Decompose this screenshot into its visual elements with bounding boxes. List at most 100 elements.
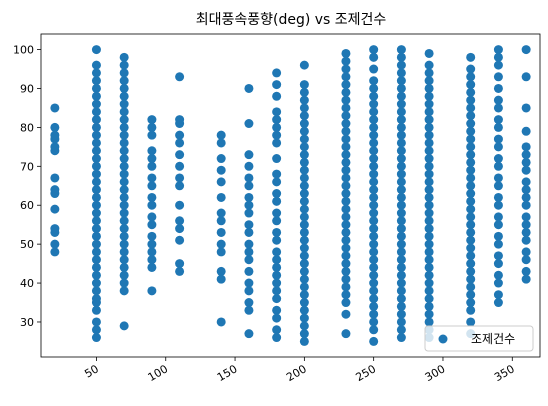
data-point: [175, 181, 185, 191]
data-point: [272, 294, 282, 304]
data-point: [299, 181, 309, 191]
data-point: [175, 266, 185, 276]
data-point: [147, 122, 157, 132]
data-point: [299, 150, 309, 160]
data-point: [175, 216, 185, 226]
data-point: [272, 91, 282, 101]
data-point: [466, 64, 476, 74]
data-point: [272, 208, 282, 218]
data-point: [50, 239, 60, 249]
data-point: [147, 146, 157, 156]
data-point: [424, 91, 434, 101]
data-point: [424, 83, 434, 93]
data-point: [272, 333, 282, 343]
data-point: [299, 196, 309, 206]
data-point: [91, 294, 101, 304]
data-point: [493, 212, 503, 222]
data-point: [341, 251, 351, 261]
data-point: [119, 270, 129, 280]
data-point: [91, 286, 101, 296]
data-point: [466, 251, 476, 261]
data-point: [341, 157, 351, 167]
data-point: [493, 270, 503, 280]
x-tick-label: 150: [215, 362, 240, 384]
data-point: [369, 278, 379, 288]
data-point: [424, 239, 434, 249]
data-point: [91, 200, 101, 210]
data-point: [272, 247, 282, 257]
data-point: [466, 119, 476, 129]
data-point: [521, 177, 531, 187]
data-point: [341, 290, 351, 300]
data-point: [396, 138, 406, 148]
data-point: [341, 134, 351, 144]
data-point: [119, 115, 129, 125]
data-point: [119, 91, 129, 101]
data-point: [91, 231, 101, 241]
data-point: [272, 325, 282, 335]
data-point: [216, 138, 226, 148]
data-point: [119, 169, 129, 179]
data-point: [493, 103, 503, 113]
data-point: [424, 278, 434, 288]
data-point: [341, 142, 351, 152]
data-point: [369, 325, 379, 335]
data-point: [244, 150, 254, 160]
y-tick-label: 80: [20, 121, 34, 134]
data-point: [396, 231, 406, 241]
data-point: [341, 309, 351, 319]
data-point: [91, 130, 101, 140]
x-tick-label: 200: [284, 362, 309, 384]
data-point: [493, 161, 503, 171]
data-point: [50, 204, 60, 214]
data-point: [272, 177, 282, 187]
data-point: [424, 161, 434, 171]
data-point: [424, 247, 434, 257]
data-point: [147, 262, 157, 272]
data-point: [299, 87, 309, 97]
data-point: [341, 87, 351, 97]
data-point: [216, 154, 226, 164]
data-point: [341, 56, 351, 66]
data-point: [521, 150, 531, 160]
data-point: [466, 80, 476, 90]
data-point: [91, 333, 101, 343]
data-point: [466, 134, 476, 144]
data-point: [244, 227, 254, 237]
data-point: [369, 115, 379, 125]
data-point: [244, 119, 254, 129]
data-point: [175, 115, 185, 125]
data-point: [396, 309, 406, 319]
data-point: [216, 177, 226, 187]
data-point: [119, 192, 129, 202]
data-point: [466, 235, 476, 245]
data-point: [396, 239, 406, 249]
data-point: [493, 72, 503, 82]
data-point: [396, 91, 406, 101]
data-point: [424, 317, 434, 327]
data-point: [369, 45, 379, 55]
data-point: [341, 64, 351, 74]
data-point: [147, 247, 157, 257]
data-point: [369, 99, 379, 109]
data-point: [272, 227, 282, 237]
data-point: [466, 305, 476, 315]
data-point: [521, 103, 531, 113]
data-point: [396, 83, 406, 93]
data-point: [341, 212, 351, 222]
data-point: [396, 224, 406, 234]
data-point: [466, 95, 476, 105]
data-point: [91, 99, 101, 109]
data-point: [341, 126, 351, 136]
legend-label: 조제건수: [471, 332, 515, 346]
data-point: [91, 278, 101, 288]
data-point: [272, 122, 282, 132]
data-point: [299, 165, 309, 175]
data-point: [424, 185, 434, 195]
data-point: [119, 286, 129, 296]
data-point: [216, 208, 226, 218]
data-point: [147, 220, 157, 230]
data-point: [369, 154, 379, 164]
data-point: [272, 130, 282, 140]
data-point: [91, 138, 101, 148]
